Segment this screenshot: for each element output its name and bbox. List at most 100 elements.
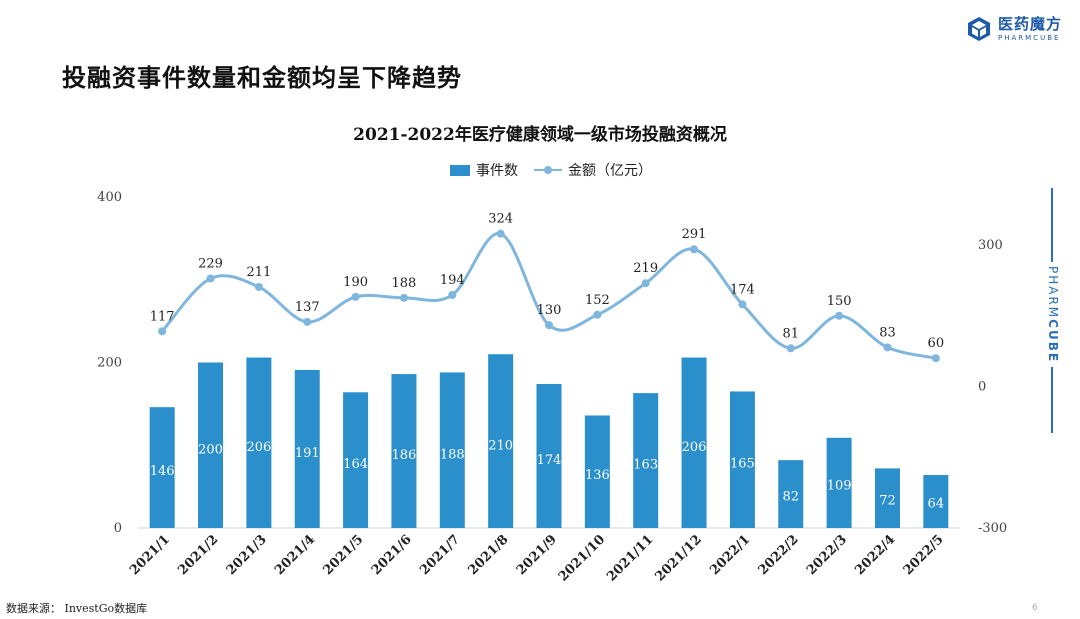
line-point xyxy=(738,300,747,309)
chart-title: 2021-2022年医疗健康领域一级市场投融资概况 xyxy=(353,125,727,145)
category-label: 2022/4 xyxy=(852,532,898,578)
category-label: 2021/6 xyxy=(369,532,415,578)
line-value-label: 152 xyxy=(585,293,610,308)
bar xyxy=(923,475,949,528)
line-value-label: 219 xyxy=(633,261,658,276)
left-axis-tick-label: 200 xyxy=(97,356,122,371)
category-label: 2021/7 xyxy=(417,532,463,578)
line-point xyxy=(158,327,167,336)
line-value-label: 190 xyxy=(343,275,368,290)
line-value-label: 81 xyxy=(782,326,799,341)
bar-value-label: 82 xyxy=(782,489,799,504)
bar-value-label: 163 xyxy=(633,457,658,472)
line-point xyxy=(448,290,457,299)
amount-line xyxy=(161,232,937,360)
data-source: 数据来源： InvestGo数据库 xyxy=(6,602,148,615)
bar xyxy=(246,357,272,528)
line-value-label: 117 xyxy=(150,309,175,324)
category-label: 2022/3 xyxy=(804,532,850,578)
left-axis-tick-label: 0 xyxy=(114,521,122,536)
line-point xyxy=(545,321,553,330)
category-label: 2021/12 xyxy=(653,532,705,584)
legend-label-line: 金额（亿元） xyxy=(568,163,652,179)
bar xyxy=(343,392,369,528)
bar xyxy=(149,407,175,528)
category-label: 2021/10 xyxy=(556,532,608,584)
bar-value-label: 164 xyxy=(343,457,368,472)
brand-logo: 医药魔方 PHARMCUBE xyxy=(966,16,1062,42)
line-value-label: 291 xyxy=(682,227,707,242)
right-axis: -300 0 300 xyxy=(978,238,1007,536)
bar-value-label: 109 xyxy=(827,479,852,494)
side-brand-part1: PHARM xyxy=(1046,266,1060,320)
bar-value-label: 188 xyxy=(440,447,465,462)
bar-value-label: 191 xyxy=(295,446,320,461)
line-point xyxy=(593,310,602,319)
category-label: 2021/1 xyxy=(127,532,173,578)
logo-name-cn: 医药魔方 xyxy=(998,14,1063,33)
line-series: 117 229 211 137 190 188 194 324 130 152 219 291 174 8… xyxy=(150,212,944,363)
line-point xyxy=(690,245,699,254)
logo-name-en: PHARMCUBE xyxy=(998,33,1061,42)
line-point xyxy=(786,344,795,353)
bar xyxy=(488,354,514,528)
line-point xyxy=(496,229,505,238)
line-value-label: 211 xyxy=(246,265,271,280)
bar xyxy=(874,468,900,528)
cube-logo-icon xyxy=(968,17,990,41)
page-number: 6 xyxy=(1032,603,1038,613)
right-axis-tick-label: -300 xyxy=(978,521,1007,536)
bar-value-label: 200 xyxy=(198,443,223,458)
side-brand-part2: CUBE xyxy=(1046,319,1060,364)
line-point xyxy=(254,282,263,291)
left-axis: 0 200 400 xyxy=(97,190,122,536)
category-label: 2021/9 xyxy=(514,532,560,578)
bar-series: 146 200 206 191 164 186 188 210 174 136 163 206 165 8… xyxy=(149,354,949,528)
bar-value-label: 174 xyxy=(537,453,562,468)
bar-value-label: 186 xyxy=(392,448,417,463)
slide-title: 投融资事件数量和金额均呈下降趋势 xyxy=(62,64,462,92)
line-value-label: 130 xyxy=(537,303,562,318)
line-point xyxy=(641,279,650,288)
line-point xyxy=(399,293,408,302)
bar xyxy=(633,393,659,528)
category-label: 2021/3 xyxy=(224,532,270,578)
category-label: 2021/2 xyxy=(175,532,221,578)
bar-value-label: 64 xyxy=(928,497,945,512)
line-value-label: 150 xyxy=(827,294,852,309)
bar xyxy=(729,391,755,528)
bar-value-label: 206 xyxy=(682,440,707,455)
line-value-label: 174 xyxy=(730,282,755,297)
bar xyxy=(778,460,804,528)
legend-line-swatch xyxy=(534,164,562,176)
bar-value-label: 72 xyxy=(879,493,896,508)
category-label: 2021/5 xyxy=(320,532,366,578)
bar-value-label: 165 xyxy=(730,456,755,471)
line-value-label: 83 xyxy=(879,325,896,340)
legend-item-bars: 事件数 xyxy=(450,160,518,180)
category-label: 2021/4 xyxy=(272,532,318,578)
line-value-label: 137 xyxy=(295,300,320,315)
line-value-label: 324 xyxy=(488,212,513,227)
bar xyxy=(536,384,562,528)
line-point xyxy=(835,311,844,320)
bar xyxy=(826,437,852,528)
line-value-label: 229 xyxy=(198,256,223,271)
bar-value-label: 136 xyxy=(585,468,610,483)
legend-item-line: 金额（亿元） xyxy=(534,160,652,180)
side-brand-text: PHARMCUBE xyxy=(1046,262,1060,368)
category-label: 2022/2 xyxy=(756,532,802,578)
bar-value-label: 210 xyxy=(488,439,513,454)
bar xyxy=(294,369,320,528)
right-axis-tick-label: 0 xyxy=(978,380,986,395)
category-label: 2021/11 xyxy=(604,532,656,584)
line-point xyxy=(206,274,215,283)
line-point xyxy=(303,317,312,326)
right-axis-tick-label: 300 xyxy=(978,238,1003,253)
line-point xyxy=(931,354,940,363)
bar xyxy=(391,374,417,528)
chart-legend: 事件数 金额（亿元） xyxy=(450,160,668,180)
bar xyxy=(198,362,224,528)
legend-bar-swatch xyxy=(450,164,470,176)
